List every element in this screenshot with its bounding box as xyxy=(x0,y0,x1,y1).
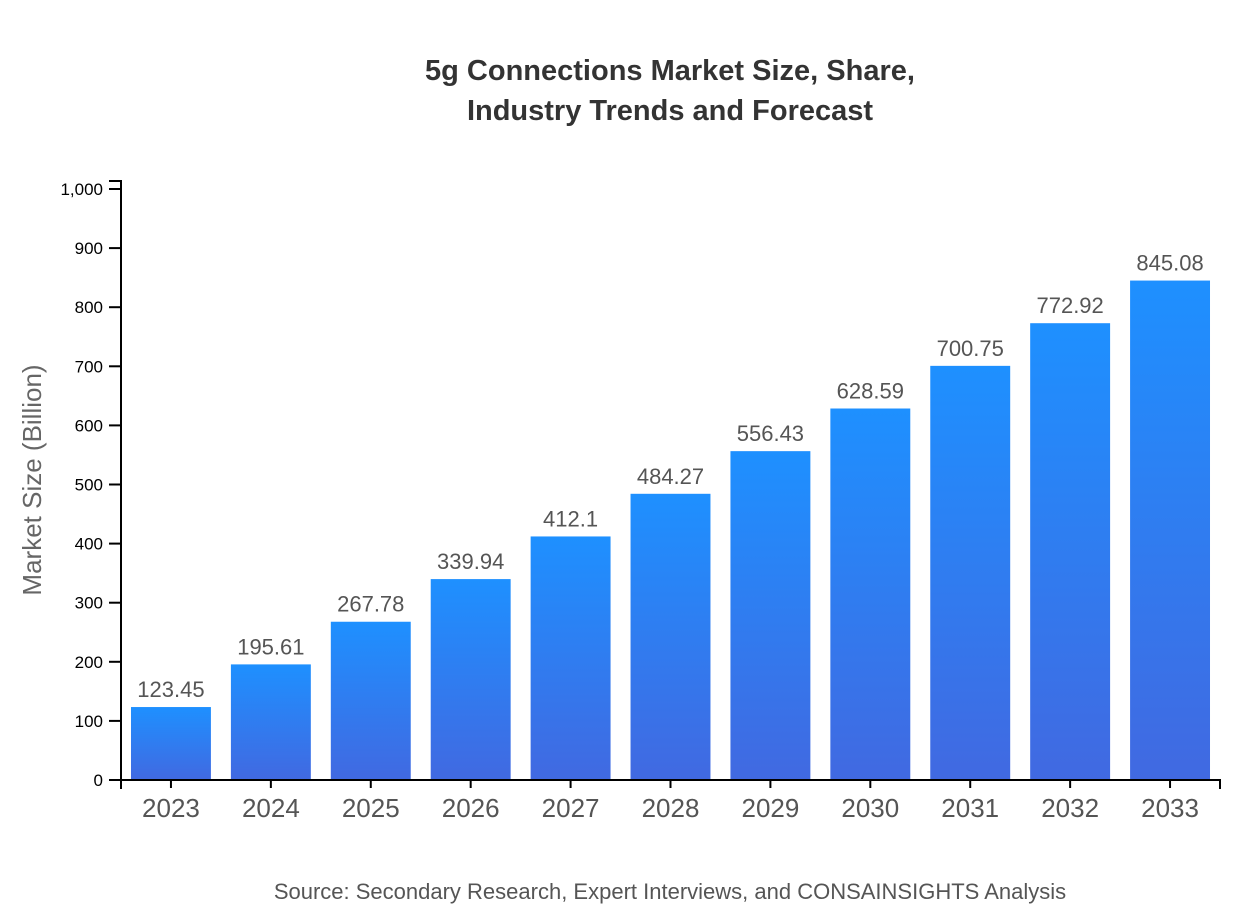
bar-2029 xyxy=(730,451,811,780)
y-tick-label-1000: 1,000 xyxy=(60,180,103,199)
y-tick-label-200: 200 xyxy=(75,653,103,672)
x-tick-label-2026: 2026 xyxy=(442,793,500,823)
x-tick-label-2032: 2032 xyxy=(1041,793,1099,823)
y-tick-label-100: 100 xyxy=(75,712,103,731)
bar-2027 xyxy=(530,536,611,780)
source-note: Source: Secondary Research, Expert Inter… xyxy=(274,879,1066,904)
data-label-2027: 412.1 xyxy=(543,506,598,531)
bar-2031 xyxy=(930,365,1011,780)
x-axis: 2023 2024 2025 2026 2027 2028 2029 2030 2031 2032… xyxy=(120,779,1221,823)
bar-2028 xyxy=(630,493,711,780)
data-label-2030: 628.59 xyxy=(837,379,904,404)
x-tick-label-2027: 2027 xyxy=(542,793,600,823)
y-tick-label-900: 900 xyxy=(75,239,103,258)
chart-title-line-1: 5g Connections Market Size, Share, xyxy=(425,55,915,87)
y-tick-label-700: 700 xyxy=(75,357,103,376)
data-label-2032: 772.92 xyxy=(1036,293,1103,318)
chart-title-line-2: Industry Trends and Forecast xyxy=(467,95,873,127)
data-label-2025: 267.78 xyxy=(337,592,404,617)
data-label-2033: 845.08 xyxy=(1136,251,1203,276)
data-label-2026: 339.94 xyxy=(437,549,504,574)
y-axis: 0 100 200 300 400 500 600 700 800 900 1,000 xyxy=(60,180,122,790)
bar-2025 xyxy=(330,621,411,780)
data-label-2024: 195.61 xyxy=(237,634,304,659)
bar-2033 xyxy=(1130,280,1211,780)
y-tick-label-300: 300 xyxy=(75,594,103,613)
x-tick-label-2024: 2024 xyxy=(242,793,300,823)
x-axis-line xyxy=(120,779,1221,789)
x-tick-label-2033: 2033 xyxy=(1141,793,1199,823)
bar-2026 xyxy=(430,579,511,780)
y-tick-label-0: 0 xyxy=(94,771,103,790)
y-axis-line xyxy=(109,180,122,781)
x-tick-label-2030: 2030 xyxy=(841,793,899,823)
y-tick-label-500: 500 xyxy=(75,476,103,495)
x-tick-label-2029: 2029 xyxy=(741,793,799,823)
bar-2023 xyxy=(130,707,211,780)
data-label-2029: 556.43 xyxy=(737,421,804,446)
bar-2024 xyxy=(230,664,311,780)
x-tick-label-2028: 2028 xyxy=(642,793,700,823)
data-label-2023: 123.45 xyxy=(137,677,204,702)
data-label-2031: 700.75 xyxy=(937,336,1004,361)
y-tick-label-400: 400 xyxy=(75,535,103,554)
y-axis-label: Market Size (Billion) xyxy=(17,364,47,595)
data-label-2028: 484.27 xyxy=(637,464,704,489)
x-tick-label-2023: 2023 xyxy=(142,793,200,823)
x-tick-label-2031: 2031 xyxy=(941,793,999,823)
y-tick-label-600: 600 xyxy=(75,416,103,435)
bar-2030 xyxy=(830,408,911,780)
bar-2032 xyxy=(1030,323,1111,780)
y-tick-label-800: 800 xyxy=(75,298,103,317)
x-tick-label-2025: 2025 xyxy=(342,793,400,823)
